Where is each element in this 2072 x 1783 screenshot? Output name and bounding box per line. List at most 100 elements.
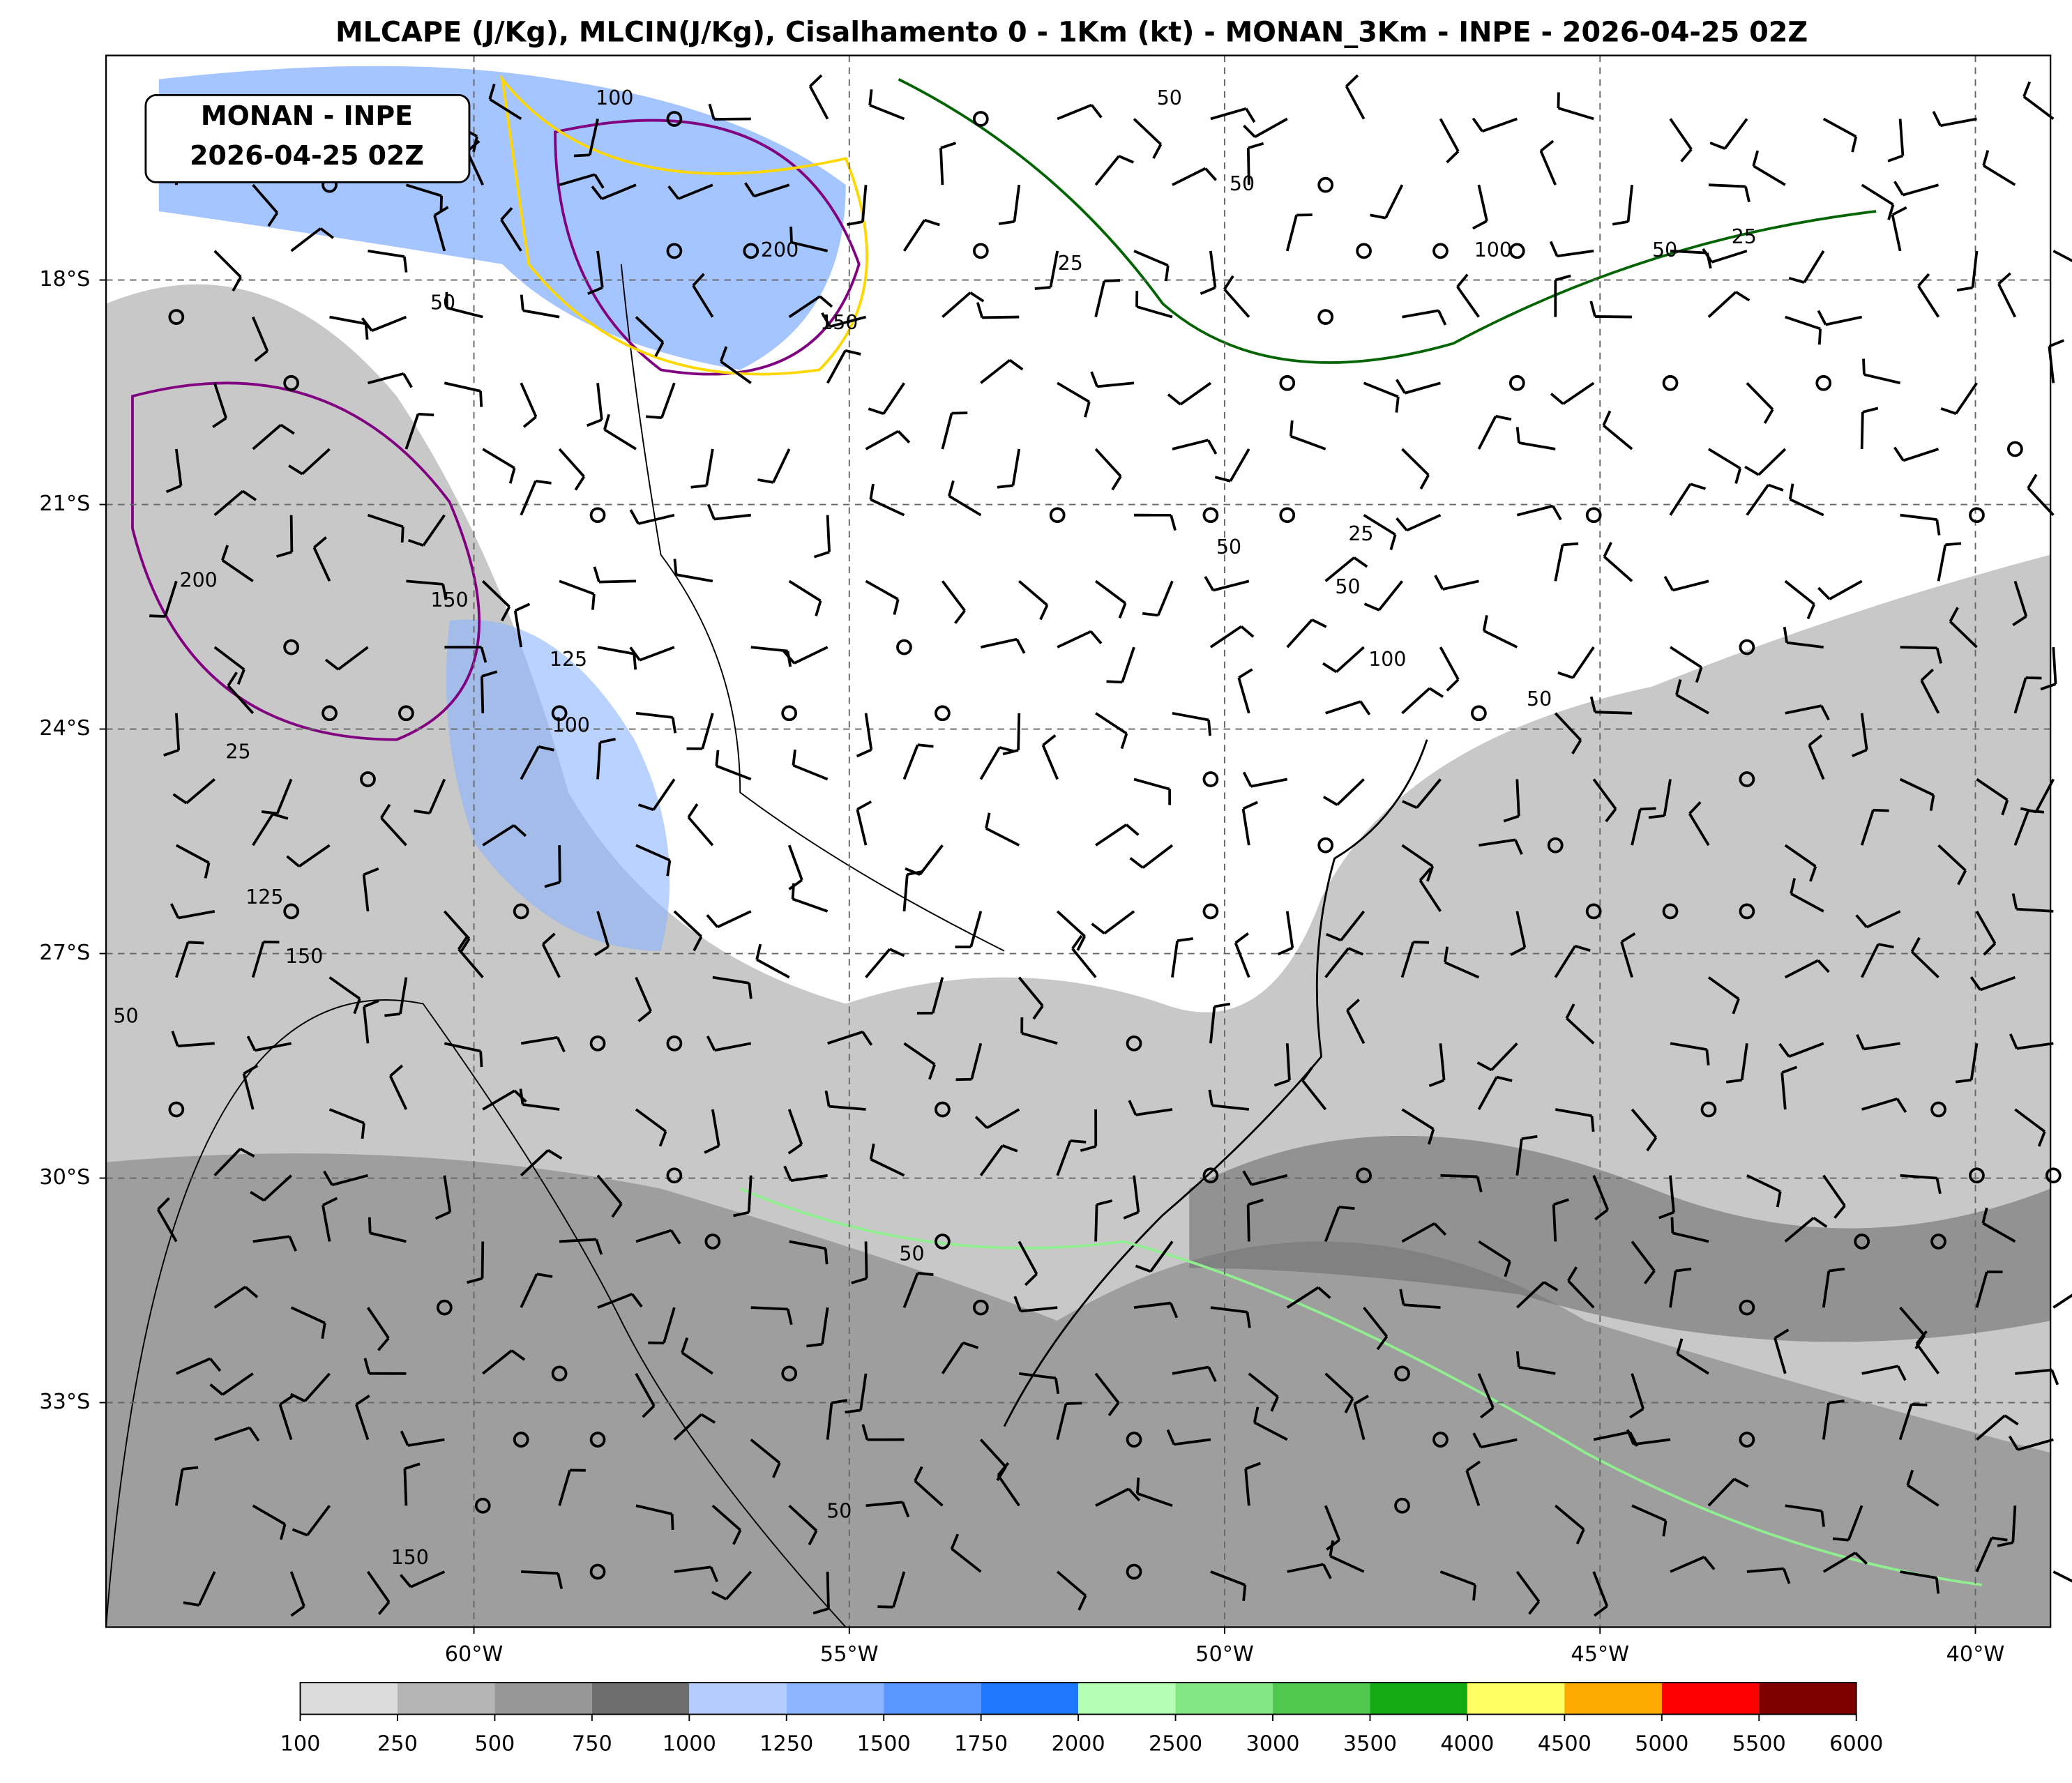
barb <box>1516 504 1554 517</box>
barb-flag <box>1273 1079 1290 1087</box>
border <box>105 999 847 1628</box>
barb <box>1672 1231 1709 1243</box>
barb-flag <box>1290 420 1294 437</box>
barb <box>716 910 752 929</box>
colorbar-label: 5000 <box>1635 1732 1688 1757</box>
contour-label: 125 <box>245 886 283 909</box>
calm-marker <box>2045 1167 2062 1184</box>
barb <box>1861 183 1894 206</box>
colorbar-bin <box>689 1683 787 1715</box>
barb-flag <box>1820 705 1830 721</box>
barb <box>1324 1372 1354 1400</box>
barb <box>1056 1140 1072 1176</box>
barb-flag <box>1983 942 1997 956</box>
calm-marker <box>1969 507 1985 524</box>
barb-flag <box>1662 1520 1668 1537</box>
barb-flag <box>407 538 424 547</box>
barb-flag <box>1376 1335 1389 1351</box>
barb <box>1949 620 1978 648</box>
barb-flag <box>1782 1568 1791 1584</box>
barb-flag <box>1806 603 1816 620</box>
barb-flag <box>654 342 665 357</box>
barb <box>275 778 293 814</box>
barb-flag <box>1695 667 1703 683</box>
barb-flag <box>788 879 803 890</box>
colorbar-label: 6000 <box>1829 1732 1883 1757</box>
barb <box>979 1144 1004 1176</box>
y-tick-label: 27°S <box>39 941 90 965</box>
contour-label: 25 <box>1058 252 1083 275</box>
barb <box>1860 810 1875 846</box>
barb <box>221 559 254 582</box>
calm-marker <box>1356 1167 1372 1184</box>
barb <box>428 778 446 814</box>
barb-flag <box>520 294 524 311</box>
barb-flag <box>1242 1584 1247 1601</box>
calm-marker <box>666 243 683 259</box>
barb-flag <box>519 1088 524 1105</box>
barb-flag <box>693 936 703 952</box>
calm-marker <box>1547 837 1564 853</box>
barb-flag <box>1982 150 1990 167</box>
barb <box>520 1273 538 1308</box>
calm-marker <box>1969 1167 1985 1184</box>
barb <box>1137 1492 1173 1508</box>
barb-flag <box>279 1394 294 1406</box>
barb <box>1017 713 1021 750</box>
barb-flag <box>821 312 831 328</box>
barb-flag <box>1200 286 1216 295</box>
barb <box>882 382 906 415</box>
barb <box>368 250 405 258</box>
barb-flag <box>1042 734 1057 747</box>
barb-flag <box>1935 1178 1942 1194</box>
barb-flag <box>324 658 340 671</box>
barb <box>1631 809 1642 846</box>
barb <box>214 1426 250 1441</box>
barb-flag <box>1214 1002 1231 1008</box>
barb <box>1285 911 1294 948</box>
barb <box>1095 824 1128 847</box>
barb <box>1133 1301 1171 1310</box>
barb-flag <box>1354 1395 1369 1405</box>
barb-flag <box>363 867 379 876</box>
barb <box>1402 309 1439 319</box>
barb-flag <box>165 484 182 494</box>
barb-flag <box>1472 1584 1476 1601</box>
barb-flag <box>2009 1033 2018 1049</box>
barb <box>705 448 714 486</box>
colorbar-label: 1500 <box>857 1732 911 1757</box>
barb <box>481 676 485 713</box>
barb-flag <box>1589 301 1596 317</box>
barb <box>747 1175 753 1213</box>
barb <box>366 1570 391 1603</box>
grid: 60°W 55°W 50°W 45°W 40°W 18°S 21°S 24°S 27°S 30°S… <box>39 55 2051 1667</box>
calm-marker <box>704 1234 721 1250</box>
barb-flag <box>1763 409 1774 424</box>
barb-flag <box>542 932 556 946</box>
barb <box>914 1480 944 1507</box>
barb <box>1860 713 1868 750</box>
barb <box>829 315 867 328</box>
barb-flag <box>1744 465 1760 476</box>
barb-flag <box>1248 142 1264 149</box>
barb-flag <box>586 418 603 427</box>
calm-marker <box>1049 507 1066 524</box>
barb-flag <box>1981 1207 1988 1224</box>
barb-flag <box>815 600 822 616</box>
barb-flag <box>1322 662 1338 674</box>
barb <box>716 764 752 781</box>
contour-label: 50 <box>899 1242 924 1265</box>
barb <box>1363 381 1399 398</box>
calm-marker <box>1317 309 1334 325</box>
barb-flag <box>985 812 991 829</box>
barb <box>178 910 215 920</box>
barb-flag <box>1829 1267 1845 1273</box>
barb <box>406 579 444 586</box>
barb-flag <box>1204 575 1215 591</box>
barb <box>278 1404 293 1441</box>
barb-flag <box>457 935 469 950</box>
barb <box>1223 288 1250 318</box>
barb <box>864 1241 868 1279</box>
barb <box>864 713 873 750</box>
barb-flag <box>1543 1281 1559 1292</box>
